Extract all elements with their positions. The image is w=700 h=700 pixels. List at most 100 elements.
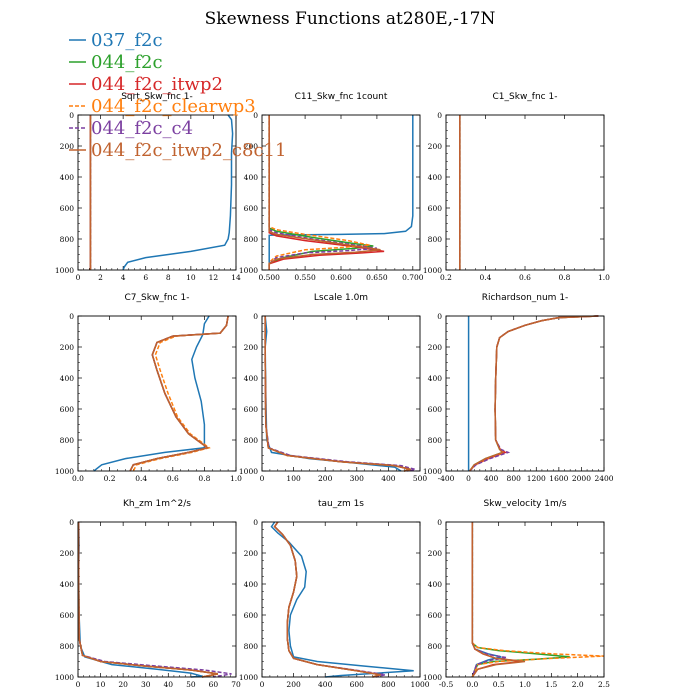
x-tick-label: 0.2 xyxy=(440,273,452,282)
y-tick-label: 800 xyxy=(244,436,259,445)
x-tick-label: 0.600 xyxy=(330,273,352,282)
panel-3: C1_Skw_fnc 1- 0.2 0.4 0.6 0.8 1.0 0 200 400 600 80… xyxy=(423,92,610,282)
plot-frame xyxy=(445,315,605,472)
y-tick-label: 1000 xyxy=(423,467,442,476)
x-tick-label: 500 xyxy=(413,474,428,483)
x-tick-label: 12 xyxy=(209,273,219,282)
x-tick-label: 30 xyxy=(141,680,151,689)
panel-title: Richardson_num 1- xyxy=(482,293,569,303)
x-tick-label: 4 xyxy=(121,273,126,282)
y-tick-label: 1000 xyxy=(55,673,74,682)
y-tick-label: 600 xyxy=(244,405,259,414)
series-line xyxy=(264,316,411,472)
panel-title: Lscale 1.0m xyxy=(314,293,368,303)
x-tick-label: 0.8 xyxy=(198,474,210,483)
plot-frame xyxy=(445,114,605,271)
y-tick-label: 0 xyxy=(437,518,442,527)
x-tick-label: 0.5 xyxy=(493,680,505,689)
y-tick-label: 0 xyxy=(253,111,258,120)
series-line xyxy=(77,521,219,678)
x-tick-label: 0 xyxy=(76,680,81,689)
y-tick-label: 600 xyxy=(60,405,75,414)
series-line xyxy=(469,315,599,472)
x-tick-label: 0 xyxy=(466,474,471,483)
x-tick-label: 2 xyxy=(98,273,103,282)
y-tick-label: 0 xyxy=(437,111,442,120)
series-line xyxy=(471,522,605,678)
panel-title: tau_zm 1s xyxy=(318,499,364,509)
x-tick-label: 200 xyxy=(286,680,301,689)
y-tick-label: 400 xyxy=(244,173,259,182)
y-tick-label: 800 xyxy=(244,235,259,244)
y-tick-label: 400 xyxy=(428,580,443,589)
y-tick-label: 1000 xyxy=(239,673,258,682)
plot-frame xyxy=(261,521,421,678)
x-tick-label: 8 xyxy=(166,273,171,282)
x-tick-label: 40 xyxy=(164,680,174,689)
y-tick-label: 200 xyxy=(244,549,259,558)
x-tick-label: 1.0 xyxy=(519,680,531,689)
y-tick-label: 400 xyxy=(244,374,259,383)
y-tick-label: 0 xyxy=(69,312,74,321)
x-tick-label: 70 xyxy=(231,680,241,689)
y-tick-label: 200 xyxy=(60,549,75,558)
x-tick-label: 400 xyxy=(381,474,396,483)
y-tick-label: 600 xyxy=(244,204,259,213)
x-tick-label: 800 xyxy=(507,474,522,483)
figure-title: Skewness Functions at280E,-17N xyxy=(205,9,496,29)
x-tick-label: 10 xyxy=(186,273,196,282)
y-tick-label: 200 xyxy=(244,343,259,352)
series-line xyxy=(264,315,402,472)
legend-label: 044_f2c_itwp2 xyxy=(91,74,223,95)
x-tick-label: 0.4 xyxy=(135,474,147,483)
series-line xyxy=(77,521,219,678)
legend-label: 044_f2c_clearwp3 xyxy=(91,96,256,117)
y-tick-label: 600 xyxy=(428,405,443,414)
y-tick-label: 800 xyxy=(428,436,443,445)
series-line xyxy=(270,521,414,678)
x-tick-label: 2.0 xyxy=(572,680,584,689)
y-tick-label: 1000 xyxy=(239,266,258,275)
series-line xyxy=(268,115,381,270)
x-tick-label: 50 xyxy=(186,680,196,689)
y-tick-label: 0 xyxy=(253,518,258,527)
y-tick-label: 800 xyxy=(60,436,75,445)
x-tick-label: 400 xyxy=(318,680,333,689)
x-tick-label: 200 xyxy=(318,474,333,483)
y-tick-label: 600 xyxy=(60,611,75,620)
x-tick-label: 0.2 xyxy=(104,474,116,483)
y-tick-label: 0 xyxy=(69,111,74,120)
panel-7: Kh_zm 1m^2/s 0 10 20 30 40 50 60 70 0 200 400 600 800… xyxy=(55,499,241,689)
y-tick-label: 800 xyxy=(428,235,443,244)
panel-title: C1_Skw_fnc 1- xyxy=(493,92,558,102)
y-tick-label: 200 xyxy=(428,549,443,558)
y-tick-label: 0 xyxy=(69,518,74,527)
y-tick-label: 0 xyxy=(437,312,442,321)
panel-5: Lscale 1.0m 0 100 200 300 400 500 0 200 400 600 800… xyxy=(239,293,427,483)
y-tick-label: 1000 xyxy=(55,266,74,275)
series-line xyxy=(264,316,411,472)
x-tick-label: 1.0 xyxy=(598,273,610,282)
panel-9: Skw_velocity 1m/s -0.5 0.0 0.5 1.0 1.5 2.0 2.5 0… xyxy=(423,499,610,689)
panel-title: C11_Skw_fnc 1count xyxy=(295,92,388,102)
x-tick-label: 300 xyxy=(350,474,365,483)
legend-label: 037_f2c xyxy=(91,30,163,51)
panel-title: Kh_zm 1m^2/s xyxy=(123,499,191,509)
series-line xyxy=(93,315,210,472)
panel-title: C7_Skw_fnc 1- xyxy=(125,293,190,303)
series-line xyxy=(273,521,381,678)
series-line xyxy=(264,316,416,472)
y-tick-label: 1000 xyxy=(55,467,74,476)
y-tick-label: 0 xyxy=(253,312,258,321)
x-tick-label: 0 xyxy=(76,273,81,282)
x-tick-label: 0.8 xyxy=(559,273,571,282)
series-line xyxy=(77,521,203,678)
x-tick-label: 600 xyxy=(350,680,365,689)
series-line xyxy=(469,315,599,472)
y-tick-label: 400 xyxy=(244,580,259,589)
y-tick-label: 200 xyxy=(428,343,443,352)
legend-label: 044_f2c xyxy=(91,52,163,73)
x-tick-label: 0.6 xyxy=(519,273,531,282)
panel-6: Richardson_num 1--400 0 400 800 1200 1600 2000… xyxy=(423,293,614,483)
y-tick-label: 400 xyxy=(428,374,443,383)
